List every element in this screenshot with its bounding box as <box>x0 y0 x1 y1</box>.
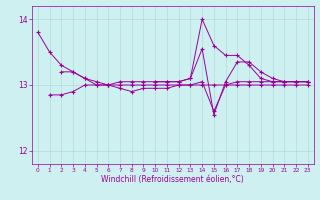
X-axis label: Windchill (Refroidissement éolien,°C): Windchill (Refroidissement éolien,°C) <box>101 175 244 184</box>
